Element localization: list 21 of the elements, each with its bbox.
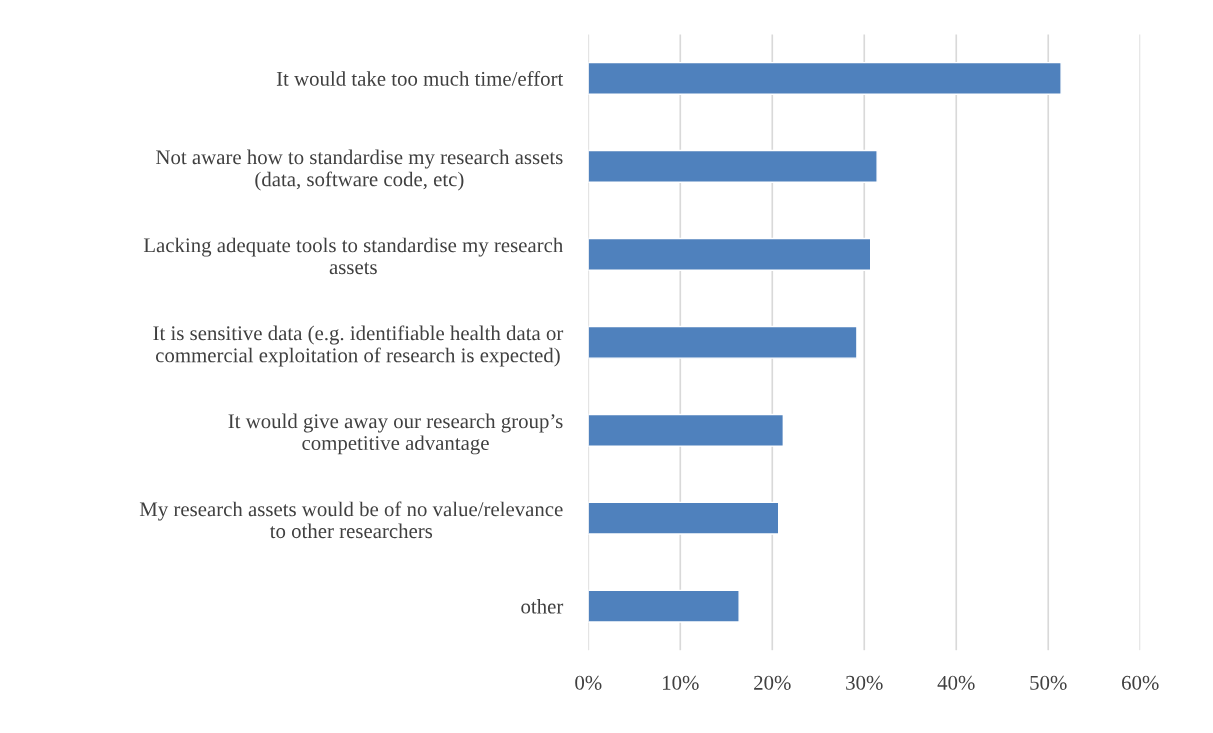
- y-tick-label: It would take too much time/effort: [276, 70, 564, 86]
- y-tick-label: other: [521, 598, 564, 614]
- bar: [588, 589, 740, 623]
- x-tick-label: 50%: [1030, 675, 1067, 690]
- bar: [588, 237, 872, 271]
- y-tick-label: Not aware how to standardise my research assets (data, software code, etc): [156, 149, 563, 191]
- bar: [588, 501, 780, 535]
- bar: [588, 325, 858, 359]
- y-tick-label: My research assets would be of no value/relevance to other researchers: [139, 501, 563, 539]
- y-tick-label: It is sensitive data (e.g. identifiable health data or commercial exploitation of research is expected): [153, 325, 564, 367]
- x-tick-label: 30%: [846, 675, 883, 690]
- x-tick-label: 10%: [663, 675, 699, 690]
- x-tick-label: 20%: [754, 675, 791, 690]
- bar: [588, 413, 785, 447]
- x-tick-label: 0%: [575, 675, 602, 690]
- x-tick-label: 60%: [1122, 675, 1159, 690]
- y-tick-label: Lacking adequate tools to standardise my research assets: [143, 237, 564, 275]
- x-tick-label: 40%: [937, 675, 975, 690]
- bar: [588, 149, 878, 183]
- y-tick-label: It would give away our research group’s competitive advantage: [228, 413, 563, 455]
- bar: [588, 61, 1062, 95]
